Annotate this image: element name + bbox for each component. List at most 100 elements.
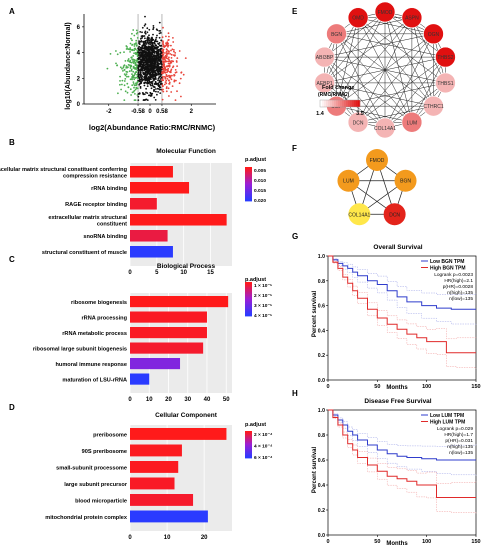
km-legend-label: Low LUM TPM — [430, 413, 464, 419]
hub-gene-network: FMOD BGN DCN COL14A1 LUM — [337, 149, 417, 226]
volcano-x-tick-label: 0.58 — [156, 109, 168, 115]
hub-node — [366, 149, 388, 171]
volcano-point — [170, 68, 173, 71]
volcano-point — [182, 73, 185, 76]
volcano-point — [164, 68, 167, 71]
volcano-point — [150, 75, 152, 78]
volcano-point — [152, 65, 155, 68]
bar-x-tick-label: 0 — [128, 270, 132, 276]
volcano-point — [125, 73, 128, 75]
fold-change-gradient-step — [350, 100, 353, 107]
volcano-point — [153, 85, 155, 88]
bar — [130, 296, 229, 308]
volcano-point — [143, 99, 145, 101]
volcano-point — [178, 50, 181, 52]
volcano-point — [151, 67, 153, 70]
volcano-point — [153, 50, 156, 53]
network-node — [314, 46, 335, 68]
volcano-point — [165, 53, 168, 56]
volcano-point — [153, 52, 156, 54]
volcano-point — [143, 72, 145, 75]
volcano-point — [130, 64, 133, 67]
volcano-point — [146, 63, 149, 66]
legend-gradient-step — [245, 297, 252, 300]
volcano-point — [176, 90, 178, 93]
volcano-point — [160, 80, 162, 83]
bar — [130, 166, 173, 178]
volcano-point — [160, 63, 163, 66]
legend-gradient-step — [245, 309, 252, 312]
volcano-point — [146, 55, 149, 58]
network-edge — [358, 105, 434, 123]
km-frame — [327, 255, 477, 381]
fold-change-gradient-step — [338, 100, 341, 107]
volcano-point — [159, 73, 162, 76]
volcano-point — [138, 42, 141, 44]
volcano-point — [119, 51, 122, 54]
km-x-tick-label: 150 — [471, 539, 480, 545]
volcano-point — [133, 86, 135, 89]
volcano-point — [139, 87, 142, 89]
legend-gradient-step — [245, 282, 252, 285]
volcano-point — [170, 91, 173, 93]
volcano-point — [170, 61, 173, 64]
hub-node-label: LUM — [343, 179, 354, 185]
volcano-point — [109, 53, 112, 55]
hub-node-label: FMOD — [370, 158, 385, 164]
volcano-point — [140, 78, 143, 81]
legend-gradient-step — [245, 305, 252, 308]
volcano-point — [162, 65, 164, 67]
network-edge — [336, 33, 413, 123]
volcano-point — [147, 61, 149, 64]
network-node-label: THBS2 — [437, 55, 453, 61]
network-edge — [324, 56, 386, 129]
network-node-label: BGN — [331, 32, 342, 38]
legend-gradient-step — [245, 441, 252, 444]
volcano-point — [133, 49, 136, 52]
volcano-point — [106, 67, 109, 70]
volcano-point — [124, 60, 127, 62]
volcano-point — [154, 56, 156, 59]
volcano-point — [150, 82, 153, 84]
bar-category-label: humoral immune response — [56, 362, 128, 368]
volcano-point — [162, 51, 165, 54]
volcano-point — [153, 96, 156, 99]
volcano-point — [140, 61, 143, 64]
volcano-y-tick-label: 6 — [77, 25, 81, 31]
volcano-point — [150, 93, 153, 96]
volcano-point — [176, 65, 179, 67]
volcano-point — [151, 46, 154, 48]
volcano-point — [140, 81, 143, 84]
volcano-point — [168, 60, 171, 62]
network-edge — [324, 56, 413, 123]
volcano-point — [144, 56, 147, 59]
volcano-point — [149, 68, 152, 70]
panel-label-e: E — [292, 7, 298, 16]
volcano-point — [171, 85, 174, 87]
volcano-point — [122, 66, 125, 69]
volcano-point — [162, 63, 165, 66]
volcano-point — [137, 72, 140, 74]
legend-tick-label: 4 × 10⁻⁵ — [254, 313, 272, 319]
volcano-point — [155, 72, 158, 75]
volcano-point — [165, 48, 168, 51]
km-y-tick-label: 0.4 — [318, 483, 325, 489]
volcano-point — [138, 92, 141, 95]
network-node — [374, 1, 396, 23]
volcano-point — [123, 99, 126, 101]
volcano-point — [131, 78, 134, 81]
bar-category-label: RAGE receptor binding — [65, 202, 127, 208]
volcano-point — [140, 41, 142, 43]
volcano-point — [140, 66, 143, 68]
bar — [130, 510, 208, 523]
bar — [130, 311, 207, 323]
volcano-point — [162, 90, 165, 93]
fold-change-max-label: 3.5 — [356, 111, 364, 117]
network-node-label: THBS1 — [437, 81, 453, 87]
panel-label-d: D — [9, 403, 15, 412]
km-y-tick-label: 0.8 — [318, 433, 325, 439]
km-stat: HR(high)=1.7 — [444, 432, 473, 438]
volcano-point — [165, 42, 167, 45]
bp-title: Biological Process — [157, 263, 216, 270]
volcano-point — [146, 31, 149, 34]
